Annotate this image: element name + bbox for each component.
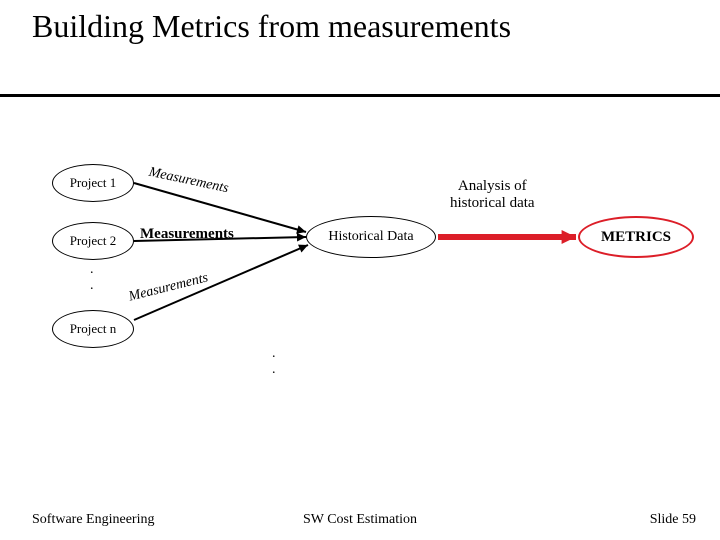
historical-data-label: Historical Data — [328, 229, 413, 245]
title-rule — [0, 94, 720, 97]
project-2-label: Project 2 — [70, 233, 117, 249]
footer-right: Slide 59 — [650, 512, 696, 528]
ellipsis-projects: .. — [90, 262, 94, 294]
project-n-label: Project n — [70, 321, 117, 337]
metrics-label: METRICS — [601, 229, 671, 246]
ellipsis-center: .. — [272, 346, 276, 378]
footer-center: SW Cost Estimation — [0, 512, 720, 528]
slide: Building Metrics from measurements Proje… — [0, 0, 720, 540]
arrow-hist-to-metrics — [418, 217, 596, 257]
measurements-label-2: Measurements — [140, 226, 234, 243]
slide-title: Building Metrics from measurements — [32, 8, 511, 45]
analysis-label: Analysis ofhistorical data — [450, 178, 535, 212]
project-1-label: Project 1 — [70, 175, 117, 191]
